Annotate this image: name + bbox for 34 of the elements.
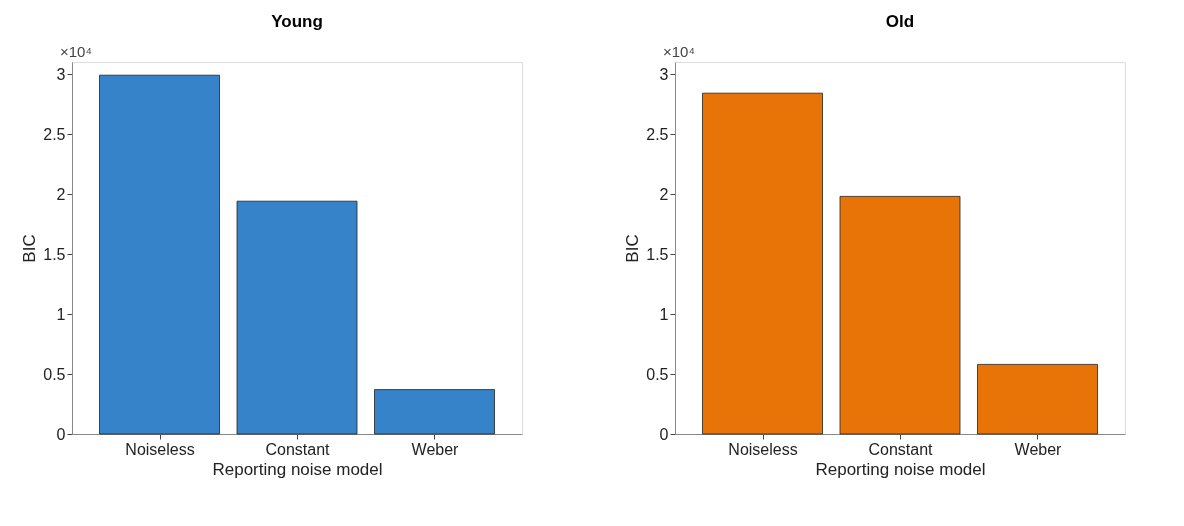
y-tick-label: 1.5	[646, 245, 669, 263]
bar	[702, 92, 823, 435]
x-axis-title: Reporting noise model	[212, 459, 383, 479]
y-tick-label: 2	[56, 185, 66, 203]
x-tick-label: Noiseless	[728, 440, 798, 458]
chart-title: Young	[271, 12, 323, 31]
y-tick-label: 0	[659, 425, 669, 443]
bar	[374, 389, 495, 435]
bar	[236, 200, 358, 435]
text: ×10⁴	[60, 43, 92, 60]
y-tick-label: 2.5	[646, 125, 669, 143]
y-tick-label: 1	[659, 305, 669, 323]
y-axis-title: BIC	[20, 234, 40, 263]
y-tick-label: 3	[659, 65, 669, 83]
x-tick-label: Constant	[868, 440, 934, 458]
x-axis-title: Reporting noise model	[815, 459, 986, 479]
y-tick-label: 3	[56, 65, 66, 83]
y-tick-label: 1	[56, 305, 66, 323]
text: ×10⁴	[663, 43, 695, 60]
y-tick-label: 0.5	[646, 365, 669, 383]
x-tick-label: Constant	[265, 440, 331, 458]
bar	[99, 74, 220, 435]
bar	[977, 364, 1098, 435]
y-axis-title: BIC	[623, 234, 643, 263]
x-tick-label: Weber	[411, 440, 460, 458]
x-tick-label: Weber	[1014, 440, 1063, 458]
bar	[839, 196, 961, 435]
x-tick-label: Noiseless	[125, 440, 195, 458]
y-tick-label: 0.5	[43, 365, 66, 383]
y-tick-label: 0	[56, 425, 66, 443]
chart-title: Old	[885, 12, 915, 31]
y-tick-label: 2	[659, 185, 669, 203]
y-tick-label: 1.5	[43, 245, 66, 263]
y-tick-label: 2.5	[43, 125, 66, 143]
